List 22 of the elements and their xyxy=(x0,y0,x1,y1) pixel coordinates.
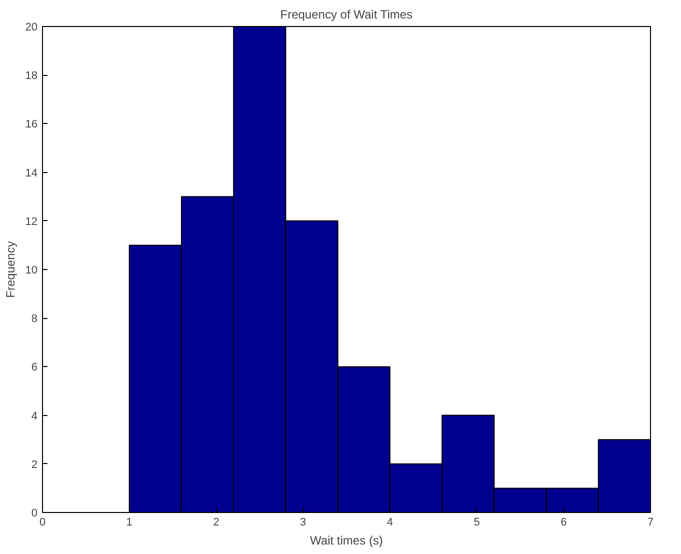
y-tick-label: 8 xyxy=(31,313,38,326)
x-tick-label: 7 xyxy=(647,516,654,528)
y-tick-label: 4 xyxy=(31,410,38,422)
y-tick-label: 0 xyxy=(31,508,38,520)
y-tick-label: 2 xyxy=(31,458,38,471)
x-tick-label: 1 xyxy=(126,516,132,528)
x-tick-label: 0 xyxy=(39,516,46,528)
y-tick-label: 12 xyxy=(25,216,38,228)
y-tick-label: 20 xyxy=(25,22,38,34)
y-tick-label: 16 xyxy=(25,118,38,131)
x-tick-label: 5 xyxy=(474,516,480,528)
y-axis-title: Frequency xyxy=(3,241,18,298)
chart-title: Frequency of Wait Times xyxy=(280,8,413,22)
x-axis-title: Wait times (s) xyxy=(310,534,383,548)
x-tick-label: 3 xyxy=(300,516,306,528)
x-tick-label: 2 xyxy=(213,516,220,528)
y-tick-label: 10 xyxy=(25,264,38,276)
y-tick-label: 14 xyxy=(25,167,38,180)
x-tick-label: 4 xyxy=(386,516,393,528)
y-tick-label: 6 xyxy=(31,362,38,374)
x-tick-label: 6 xyxy=(560,516,567,528)
y-tick-label: 18 xyxy=(25,70,38,82)
